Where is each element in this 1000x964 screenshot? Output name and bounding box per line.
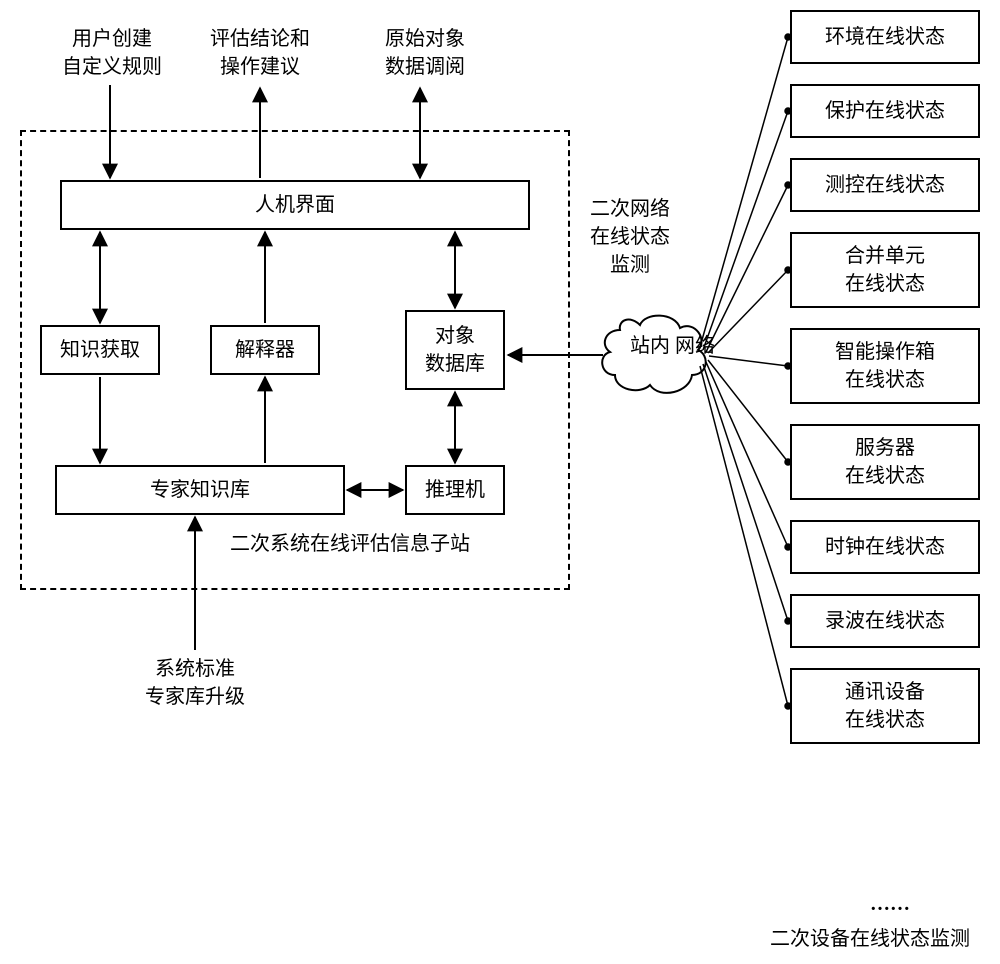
right-box-4: 智能操作箱 在线状态	[790, 328, 980, 404]
box-expert-kb: 专家知识库	[55, 465, 345, 515]
box-hmi: 人机界面	[60, 180, 530, 230]
right-box-5: 服务器 在线状态	[790, 424, 980, 500]
right-box-7: 录波在线状态	[790, 594, 980, 648]
right-footer: 二次设备在线状态监测	[770, 925, 970, 953]
panel-title: 二次系统在线评估信息子站	[230, 530, 470, 558]
label-raw-data: 原始对象 数据调阅	[365, 25, 485, 81]
box-knowledge-acq: 知识获取	[40, 325, 160, 375]
label-user-rules: 用户创建 自定义规则	[42, 25, 182, 81]
right-box-2: 测控在线状态	[790, 158, 980, 212]
box-object-db: 对象 数据库	[405, 310, 505, 390]
right-box-3: 合并单元 在线状态	[790, 232, 980, 308]
cloud-label: 站内 网络	[630, 332, 715, 360]
right-box-1: 保护在线状态	[790, 84, 980, 138]
right-box-0: 环境在线状态	[790, 10, 980, 64]
box-interpreter: 解释器	[210, 325, 320, 375]
label-network-monitor: 二次网络 在线状态 监测	[580, 195, 680, 279]
box-inference: 推理机	[405, 465, 505, 515]
ellipsis: ……	[870, 890, 910, 918]
fanout	[700, 34, 791, 709]
label-upgrade: 系统标准 专家库升级	[130, 655, 260, 711]
right-box-8: 通讯设备 在线状态	[790, 668, 980, 744]
right-box-6: 时钟在线状态	[790, 520, 980, 574]
label-eval-suggest: 评估结论和 操作建议	[190, 25, 330, 81]
